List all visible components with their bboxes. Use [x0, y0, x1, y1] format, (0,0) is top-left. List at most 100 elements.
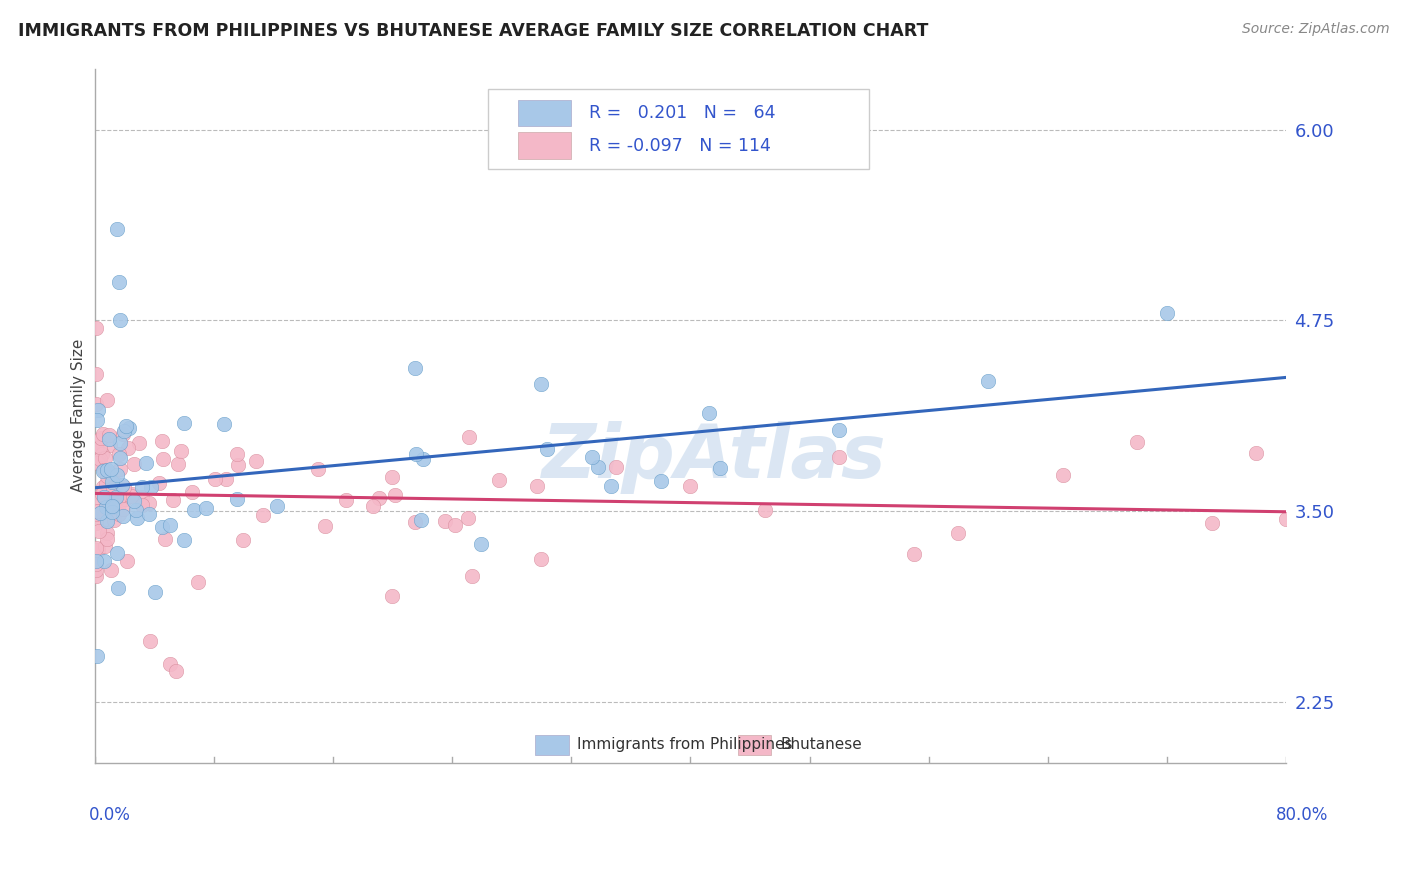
Point	[173, 416, 195, 430]
Point	[101, 475, 124, 489]
Point	[89, 433, 111, 447]
Point	[105, 490, 128, 504]
Point	[108, 490, 131, 504]
Point	[754, 503, 776, 517]
Point	[84, 557, 107, 571]
Point	[405, 447, 427, 461]
Text: Immigrants from Philippines: Immigrants from Philippines	[578, 738, 793, 752]
Point	[225, 447, 247, 461]
Point	[84, 397, 107, 411]
Point	[91, 480, 114, 494]
Point	[91, 427, 114, 442]
Point	[105, 467, 128, 482]
Point	[1052, 467, 1074, 482]
Point	[111, 427, 134, 442]
Point	[121, 487, 143, 501]
Point	[86, 504, 108, 518]
Point	[903, 548, 925, 562]
Point	[107, 582, 129, 596]
Point	[152, 451, 174, 466]
Point	[107, 447, 129, 461]
Point	[98, 481, 121, 495]
Point	[212, 417, 235, 431]
Point	[96, 514, 118, 528]
Point	[105, 546, 128, 560]
Point	[114, 479, 136, 493]
Point	[112, 424, 135, 438]
Point	[225, 491, 247, 506]
Point	[586, 459, 609, 474]
Point	[173, 533, 195, 547]
Text: IMMIGRANTS FROM PHILIPPINES VS BHUTANESE AVERAGE FAMILY SIZE CORRELATION CHART: IMMIGRANTS FROM PHILIPPINES VS BHUTANESE…	[18, 22, 928, 40]
Text: ZipAtlas: ZipAtlas	[541, 421, 887, 494]
Point	[87, 456, 110, 470]
Point	[159, 657, 181, 671]
Text: R =   0.201   N =   64: R = 0.201 N = 64	[589, 104, 776, 122]
Point	[108, 461, 131, 475]
Point	[111, 478, 134, 492]
Point	[131, 498, 153, 512]
Point	[605, 459, 627, 474]
Point	[1305, 527, 1327, 541]
Point	[266, 499, 288, 513]
Point	[93, 491, 115, 505]
Point	[107, 275, 129, 289]
Point	[87, 542, 110, 557]
Point	[536, 442, 558, 456]
Point	[828, 450, 851, 464]
Point	[488, 473, 510, 487]
Point	[195, 501, 218, 516]
Point	[86, 649, 108, 664]
Point	[103, 475, 125, 490]
Point	[187, 575, 209, 590]
Point	[110, 313, 132, 327]
Point	[86, 491, 108, 505]
Point	[114, 491, 136, 506]
Point	[90, 487, 112, 501]
Point	[1246, 446, 1268, 460]
Point	[101, 500, 124, 514]
Point	[90, 431, 112, 445]
Point	[107, 221, 129, 235]
Point	[131, 480, 153, 494]
Point	[84, 441, 107, 455]
Point	[110, 436, 132, 450]
Point	[470, 536, 492, 550]
Point	[84, 321, 107, 335]
Point	[86, 402, 108, 417]
Point	[87, 524, 110, 538]
Point	[335, 492, 357, 507]
Point	[84, 554, 107, 568]
Point	[91, 490, 114, 504]
Point	[457, 511, 479, 525]
Point	[96, 465, 118, 479]
Point	[87, 454, 110, 468]
Point	[404, 360, 426, 375]
Point	[84, 516, 107, 530]
Point	[948, 526, 970, 541]
Point	[204, 472, 226, 486]
Point	[107, 497, 129, 511]
Point	[112, 502, 135, 516]
Point	[697, 406, 720, 420]
Text: Bhutanese: Bhutanese	[780, 738, 863, 752]
Point	[103, 481, 125, 495]
Point	[125, 502, 148, 516]
Point	[101, 499, 124, 513]
Point	[93, 554, 115, 568]
Point	[1201, 516, 1223, 530]
Point	[381, 589, 404, 603]
Point	[215, 473, 238, 487]
Point	[180, 485, 202, 500]
Point	[245, 454, 267, 468]
Point	[128, 436, 150, 450]
Point	[96, 469, 118, 483]
Point	[84, 507, 107, 521]
Point	[183, 503, 205, 517]
Point	[252, 508, 274, 522]
Point	[530, 552, 553, 566]
Point	[96, 532, 118, 546]
Point	[104, 483, 127, 498]
Point	[89, 507, 111, 521]
Y-axis label: Average Family Size: Average Family Size	[72, 339, 86, 492]
